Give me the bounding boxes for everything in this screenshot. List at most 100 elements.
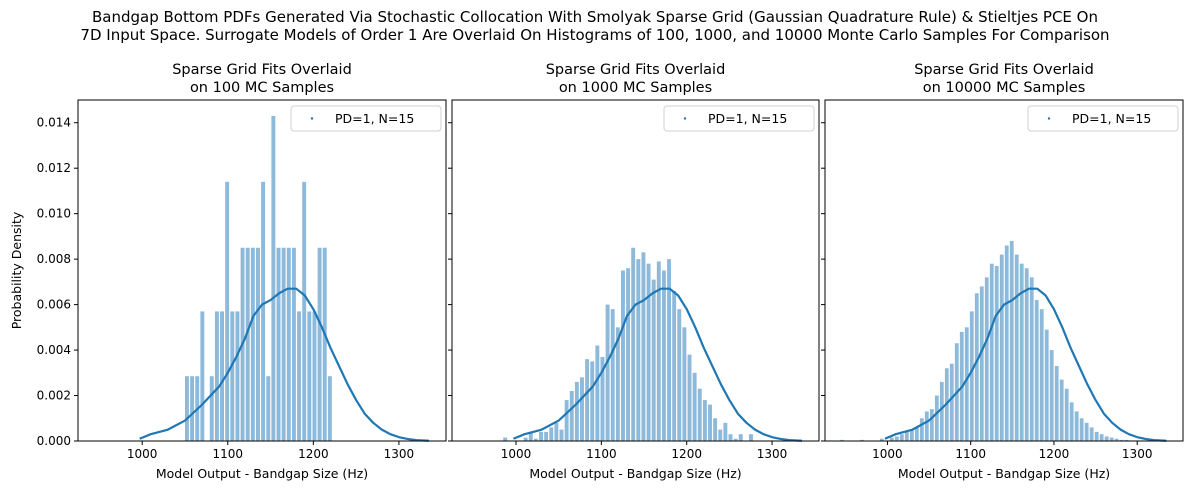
legend-label: PD=1, N=15	[708, 111, 787, 126]
histogram-bar	[979, 286, 984, 441]
histogram-bar	[585, 359, 590, 441]
histogram-bar	[682, 327, 687, 441]
histogram-bar	[964, 327, 969, 441]
subplot-title: Sparse Grid Fits Overlaid	[546, 62, 726, 78]
subplot-title: Sparse Grid Fits Overlaid	[172, 62, 352, 78]
histogram-bar	[1089, 427, 1094, 441]
histogram-bar	[718, 429, 723, 441]
subplot-title: on 100 MC Samples	[190, 80, 334, 96]
x-axis-label: Model Output - Bandgap Size (Hz)	[898, 466, 1110, 481]
histogram-bar	[266, 376, 271, 441]
histogram-bar	[564, 400, 569, 441]
x-tick-label: 1300	[384, 447, 415, 461]
subplot-3: 1000 1100 1200 1300 Sparse Grid Fits Overlai…	[821, 62, 1184, 481]
x-tick-label: 1200	[671, 447, 702, 461]
y-tick-label: 0.010	[37, 207, 71, 221]
figure-suptitle: Bandgap Bottom PDFs Generated Via Stocha…	[0, 8, 1190, 44]
x-tick-label: 1000	[127, 447, 158, 461]
histogram-bar	[209, 376, 214, 441]
histogram-bar	[281, 247, 286, 441]
histogram-bar	[919, 418, 924, 441]
x-tick-label: 1200	[1039, 447, 1070, 461]
histogram-bar	[702, 400, 707, 441]
legend: PD=1, N=15	[1027, 105, 1179, 132]
histogram-bar	[544, 431, 549, 441]
histogram-bar	[989, 263, 994, 441]
suptitle-line-1: Bandgap Bottom PDFs Generated Via Stocha…	[92, 8, 1098, 26]
histogram-bar	[1034, 300, 1039, 441]
pdf-curve	[139, 287, 429, 442]
y-tick-label: 0.014	[37, 116, 71, 130]
histogram-bar	[889, 437, 894, 441]
histogram-bar	[302, 181, 307, 441]
histogram-bar	[261, 181, 266, 441]
histogram-bar	[626, 268, 631, 441]
histogram-bar	[595, 345, 600, 441]
histogram-bar	[503, 437, 508, 441]
x-axis-label: Model Output - Bandgap Size (Hz)	[156, 466, 368, 481]
subplot-1: 1000 1100 1200 1300 0.000 0.002 0.004 0.006 0.00…	[9, 62, 447, 481]
histogram-bar	[1004, 245, 1009, 441]
histogram-bar	[697, 388, 702, 441]
histogram-bar	[1024, 268, 1029, 441]
histogram-bar	[569, 390, 574, 441]
y-tick-label: 0.006	[37, 298, 71, 312]
histogram-bar	[286, 247, 291, 441]
subplot-title: on 10000 MC Samples	[923, 80, 1086, 96]
histogram-bar	[723, 422, 728, 441]
histogram-bar	[631, 247, 636, 441]
histogram-bar	[899, 434, 904, 441]
histogram-bar	[1124, 439, 1129, 441]
histogram-bar	[904, 431, 909, 441]
histogram-bar	[1014, 254, 1019, 441]
histogram-bar	[692, 372, 697, 441]
histogram-bar	[1119, 439, 1124, 441]
legend-label: PD=1, N=15	[335, 111, 414, 126]
x-tick-label: 1100	[955, 447, 986, 461]
histogram-bar	[580, 377, 584, 441]
subplot-2: 1000 1100 1200 1300 Sparse Grid Fits Overlai…	[448, 62, 820, 481]
histogram-bar	[590, 361, 595, 441]
legend-box	[663, 105, 815, 132]
x-tick-label: 1300	[1122, 447, 1153, 461]
histogram-bar	[184, 376, 189, 441]
legend-marker	[310, 117, 314, 120]
histogram-bar	[974, 293, 979, 441]
axes-frame	[451, 99, 820, 442]
histogram-bar	[528, 431, 533, 441]
histogram-bar	[605, 304, 610, 441]
histogram-bar	[677, 309, 682, 441]
pdf-curve	[884, 287, 1167, 442]
suptitle-line-2: 7D Input Space. Surrogate Models of Orde…	[80, 26, 1110, 44]
histogram-bar	[994, 265, 999, 441]
histogram-bar	[317, 247, 322, 441]
pdf-curve	[513, 287, 802, 442]
histogram-bar	[225, 181, 230, 441]
histogram-bar	[245, 247, 250, 441]
y-tick-label: 0.000	[37, 434, 71, 448]
histogram-bar	[256, 247, 260, 441]
histogram-bar	[1039, 309, 1044, 441]
histogram-bar	[672, 290, 677, 441]
histogram-bar	[859, 439, 864, 441]
histogram-bar	[1049, 350, 1054, 441]
histogram-bar	[250, 247, 255, 441]
histogram-bar	[1084, 422, 1089, 441]
x-tick-label: 1200	[298, 447, 329, 461]
histogram-bar	[214, 311, 219, 441]
subplot-title: Sparse Grid Fits Overlaid	[914, 62, 1094, 78]
histogram-bar	[1104, 436, 1109, 441]
histogram-bar	[1064, 388, 1069, 441]
histogram-bar	[235, 311, 240, 441]
legend-label: PD=1, N=15	[1072, 111, 1151, 126]
histogram-bar	[1099, 434, 1104, 441]
histogram-bar	[1094, 431, 1099, 441]
axes-frame	[77, 99, 447, 442]
histogram-bar	[687, 354, 692, 441]
histogram-bar	[651, 279, 656, 441]
histogram-bar	[914, 427, 919, 441]
histogram-bar	[939, 381, 944, 441]
legend-marker	[1047, 117, 1051, 120]
legend: PD=1, N=15	[663, 105, 815, 132]
